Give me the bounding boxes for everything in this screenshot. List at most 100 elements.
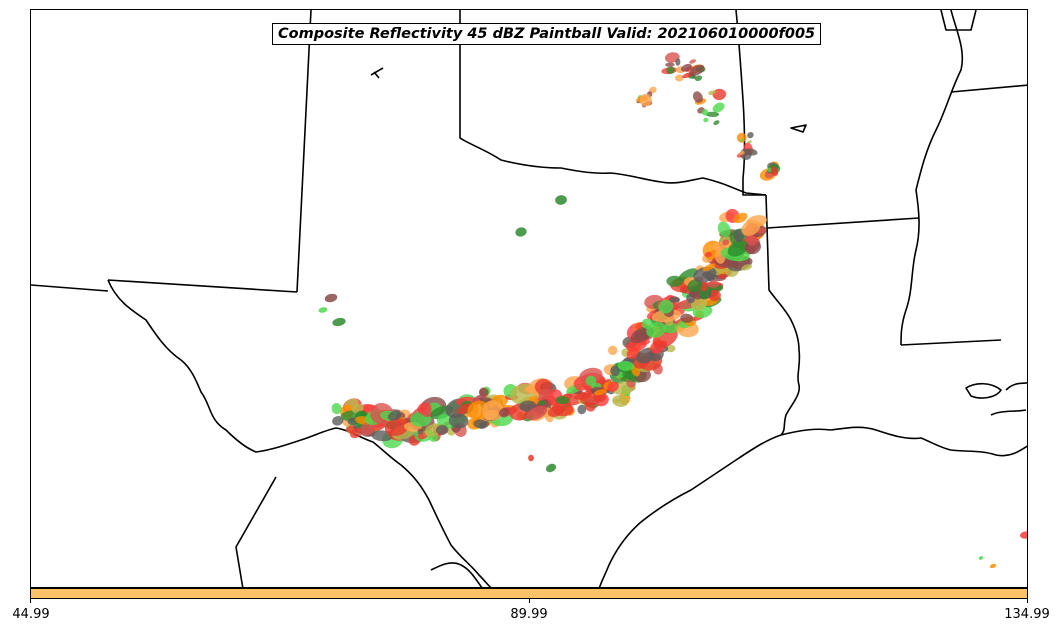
storm-cell	[417, 428, 424, 435]
storm-cell	[717, 221, 731, 238]
storm-cell	[989, 563, 997, 569]
nm-east-border	[296, 10, 312, 293]
storm-cell	[641, 318, 653, 329]
colorbar-tick-label-min: 44.99	[12, 607, 50, 622]
storm-cell	[610, 365, 620, 377]
louisiana-coastline	[780, 426, 1027, 457]
storm-cell	[538, 400, 546, 406]
storm-cell	[705, 111, 720, 118]
storm-cell	[675, 74, 684, 82]
storm-cell	[727, 240, 749, 257]
tn-line	[940, 10, 977, 31]
storm-cell	[722, 239, 730, 246]
storm-cell	[687, 279, 702, 293]
storm-cell	[384, 418, 409, 436]
storm-cell	[555, 396, 570, 405]
storm-cell	[526, 405, 548, 421]
storm-cell	[707, 280, 720, 288]
storm-cell	[747, 132, 754, 139]
ar-south-border	[766, 217, 920, 229]
storm-cell	[700, 281, 708, 292]
storm-cell	[573, 392, 592, 400]
storm-cell	[1020, 531, 1027, 539]
storm-cell	[708, 289, 721, 302]
storm-cell	[594, 389, 607, 396]
nm-south-border	[31, 284, 109, 292]
storm-cell	[528, 454, 534, 462]
storm-cell	[689, 59, 696, 64]
storm-cell	[607, 345, 618, 356]
storm-cell	[669, 296, 680, 303]
storm-cell	[658, 299, 674, 314]
storm-cell	[701, 108, 709, 116]
mexico-line-1	[235, 476, 277, 587]
storm-cell	[708, 90, 717, 95]
storm-cell	[332, 317, 346, 327]
storm-cell	[712, 102, 725, 113]
storm-cell	[704, 251, 712, 258]
colorbar-tick-label-max: 134.99	[1004, 607, 1050, 622]
storm-cell	[555, 195, 567, 205]
storm-cell	[662, 323, 680, 334]
storm-cell	[551, 401, 574, 417]
storm-cell	[741, 264, 752, 271]
state-boundaries	[31, 10, 1027, 587]
colorbar	[30, 588, 1028, 599]
storm-cell	[324, 293, 338, 303]
storm-cell	[360, 422, 376, 435]
map-canvas	[31, 10, 1027, 587]
storm-cell	[422, 409, 433, 418]
storm-cell	[387, 410, 402, 421]
storm-cell	[694, 75, 703, 82]
storm-cell	[545, 463, 557, 473]
storm-cell	[665, 62, 675, 67]
storm-cell	[744, 148, 758, 156]
paintball-storm-cells	[318, 52, 1027, 569]
storm-cell	[498, 407, 510, 418]
storm-cell	[689, 64, 705, 77]
colorbar-tick-label-mid: 89.99	[510, 607, 548, 622]
mississippi-river	[900, 10, 964, 346]
storm-cell	[736, 132, 747, 143]
storm-cell	[617, 360, 635, 371]
la-delta-2	[990, 409, 1027, 416]
la-ms-border	[900, 339, 1002, 346]
storm-cell	[479, 387, 489, 397]
storm-cell	[585, 375, 597, 386]
texas-southwest-border	[107, 279, 492, 587]
storm-cell	[666, 66, 675, 74]
storm-cell	[318, 307, 328, 313]
storm-cell	[607, 381, 619, 392]
storm-cell	[712, 88, 727, 101]
storm-cell	[702, 263, 716, 272]
la-delta-1	[1005, 382, 1027, 391]
storm-cell	[478, 420, 490, 429]
storm-cell	[733, 229, 745, 243]
storm-cell	[665, 344, 676, 353]
map-title: Composite Reflectivity 45 dBZ Paintball …	[272, 23, 822, 45]
storm-cell	[350, 427, 364, 439]
storm-cell	[332, 416, 344, 426]
storm-cell	[693, 266, 717, 283]
tx-la-border	[765, 194, 801, 436]
storm-cell	[435, 425, 449, 435]
storm-cell	[675, 58, 681, 66]
mexico-line-2	[430, 562, 483, 587]
ok-cell-outline	[370, 67, 384, 79]
storm-cell	[738, 138, 745, 142]
tx-panhandle-north	[107, 279, 298, 293]
colorbar-tick-mark	[30, 599, 31, 603]
storm-cell	[676, 301, 693, 310]
storm-cell	[639, 93, 652, 107]
storm-cell	[978, 556, 984, 560]
texas-coastline	[598, 434, 782, 587]
red-river-border	[459, 10, 767, 196]
ms-al-border	[950, 84, 1027, 93]
storm-cell	[482, 400, 504, 421]
map-panel: Composite Reflectivity 45 dBZ Paintball …	[30, 9, 1028, 588]
storm-cell	[331, 403, 342, 415]
storm-cell	[770, 166, 779, 176]
lake-pontchartrain	[965, 382, 1002, 399]
storm-cell	[690, 296, 708, 311]
storm-cell	[680, 63, 692, 72]
